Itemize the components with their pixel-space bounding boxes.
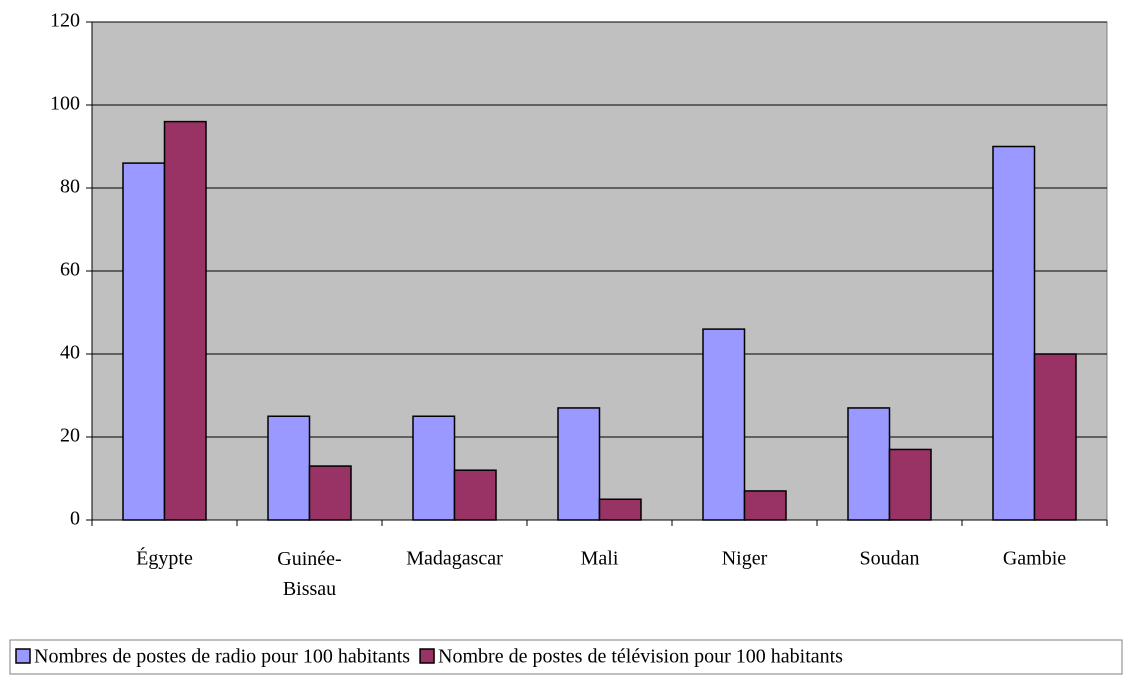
y-tick-label: 80 — [60, 176, 80, 198]
x-tick-label: Soudan — [860, 548, 920, 570]
x-tick-label-line: Guinée- — [277, 548, 341, 570]
bar — [888, 448, 932, 521]
bar — [308, 465, 352, 521]
bar — [702, 328, 746, 521]
x-tick-label: Madagascar — [406, 548, 503, 570]
bar — [557, 407, 601, 521]
x-tick-label: Mali — [581, 548, 619, 570]
x-tick-label: Guinée- Bissau — [277, 548, 341, 600]
bar — [992, 145, 1036, 521]
legend-box — [9, 639, 1123, 675]
bar — [122, 162, 166, 521]
legend-label: Nombre de postes de télévision pour 100 … — [438, 646, 843, 668]
bar — [1033, 353, 1077, 521]
x-tick-label: Niger — [722, 548, 768, 570]
bar — [163, 120, 207, 521]
legend-label: Nombres de postes de radio pour 100 habi… — [34, 646, 410, 668]
legend-swatch — [15, 648, 31, 664]
bar — [598, 498, 642, 521]
x-tick-label: Égypte — [136, 547, 193, 570]
bar — [847, 407, 891, 521]
y-tick-label: 0 — [70, 508, 80, 530]
y-tick-label: 20 — [60, 425, 80, 447]
y-tick-label: 60 — [60, 259, 80, 281]
y-tick-label: 100 — [50, 93, 80, 115]
y-tick-label: 40 — [60, 342, 80, 364]
bar — [743, 490, 787, 521]
legend-swatch — [419, 648, 435, 664]
y-tick-label: 120 — [50, 10, 80, 32]
bar — [267, 415, 311, 521]
bar — [412, 415, 456, 521]
x-tick-label: Gambie — [1003, 548, 1066, 570]
x-tick-label-line: Bissau — [283, 578, 336, 600]
bar — [453, 469, 497, 521]
